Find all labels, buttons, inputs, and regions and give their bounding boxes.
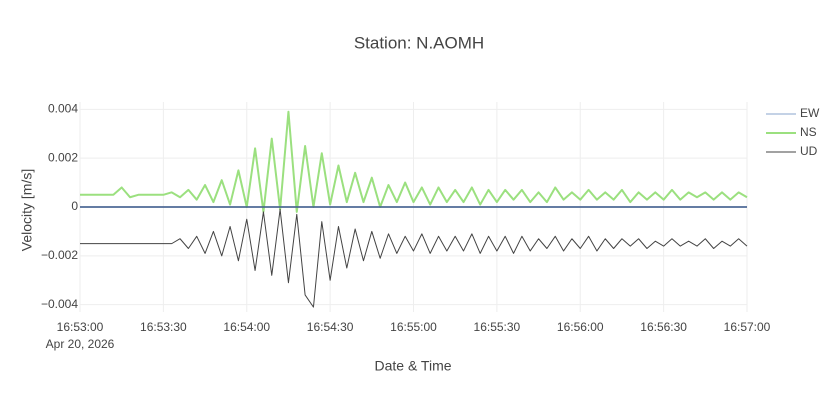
x-tick-label: 16:54:30 <box>307 320 354 334</box>
x-tick-label: 16:54:00 <box>223 320 270 334</box>
legend-label: NS <box>800 125 817 139</box>
y-tick-label: −0.004 <box>41 297 78 311</box>
x-axis-title: Date & Time <box>374 358 451 374</box>
y-axis-title: Velocity [m/s] <box>19 169 35 251</box>
x-date-label: Apr 20, 2026 <box>46 337 115 351</box>
chart-title: Station: N.AOMH <box>354 33 484 52</box>
y-tick-label: 0.004 <box>48 101 78 115</box>
legend-label: UD <box>800 144 818 158</box>
x-tick-label: 16:56:30 <box>640 320 687 334</box>
x-tick-label: 16:53:30 <box>140 320 187 334</box>
y-tick-label: −0.002 <box>41 248 78 262</box>
x-tick-label: 16:55:00 <box>390 320 437 334</box>
y-tick-label: 0.002 <box>48 150 78 164</box>
legend-label: EW <box>800 106 820 120</box>
x-tick-label: 16:53:00 <box>57 320 104 334</box>
y-tick-label: 0 <box>71 199 78 213</box>
series-line <box>80 208 748 308</box>
x-tick-label: 16:57:00 <box>724 320 771 334</box>
series-line <box>80 110 748 213</box>
x-tick-label: 16:55:30 <box>474 320 521 334</box>
x-tick-label: 16:56:00 <box>557 320 604 334</box>
